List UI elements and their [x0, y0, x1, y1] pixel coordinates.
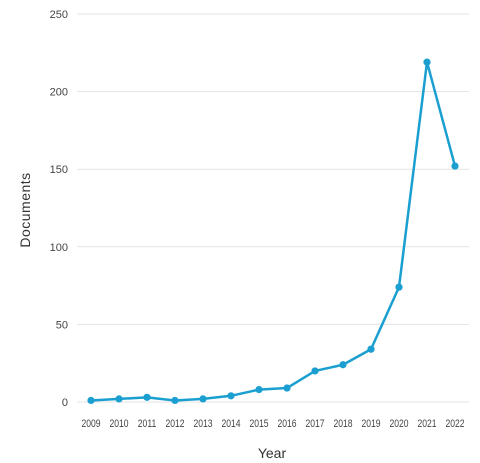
x-tick-label: 2020 — [389, 418, 409, 430]
data-point-2009 — [87, 396, 95, 405]
data-point-2010 — [115, 395, 123, 403]
x-tick-label: 2014 — [221, 418, 241, 430]
series-documents — [87, 58, 459, 405]
grid-lines — [77, 13, 469, 403]
x-tick-label: 2018 — [333, 418, 353, 430]
data-point-2011 — [143, 393, 151, 401]
data-point-2018 — [339, 361, 347, 369]
data-point-2022 — [451, 162, 459, 170]
y-tick-label: 50 — [56, 319, 68, 331]
series-line — [89, 60, 457, 402]
x-tick-label: 2021 — [417, 418, 436, 430]
x-tick-label: 2009 — [81, 418, 101, 430]
data-point-2020 — [395, 283, 403, 291]
y-tick-label: 100 — [50, 242, 68, 254]
x-tick-label: 2013 — [193, 418, 213, 430]
data-point-2016 — [283, 384, 291, 392]
y-tick-label: 150 — [50, 164, 68, 176]
x-tick-label: 2016 — [277, 418, 297, 430]
y-tick-label: 250 — [50, 9, 68, 21]
x-axis-title: Year — [258, 445, 287, 461]
x-tick-label: 2010 — [109, 418, 129, 430]
data-point-2014 — [227, 392, 235, 400]
y-axis-title: Documents — [17, 172, 33, 247]
data-point-2019 — [367, 345, 375, 353]
data-point-2021 — [423, 58, 431, 66]
x-tick-label: 2019 — [361, 418, 381, 430]
x-tick-labels: 2009 2010 2011 2012 2013 2014 2015 2016 2017 2018… — [81, 418, 464, 430]
data-point-2013 — [199, 395, 207, 403]
x-tick-label: 2011 — [138, 418, 156, 430]
y-tick-label: 0 — [62, 397, 68, 409]
x-tick-label: 2022 — [445, 418, 464, 430]
y-tick-label: 200 — [50, 87, 68, 99]
x-tick-label: 2017 — [305, 418, 324, 430]
data-point-2015 — [255, 385, 263, 394]
data-point-2017 — [311, 367, 319, 375]
x-tick-label: 2015 — [249, 418, 269, 430]
x-tick-label: 2012 — [165, 418, 184, 430]
data-point-2012 — [171, 396, 179, 405]
y-tick-labels: 0 50 100 150 200 250 — [50, 9, 68, 409]
